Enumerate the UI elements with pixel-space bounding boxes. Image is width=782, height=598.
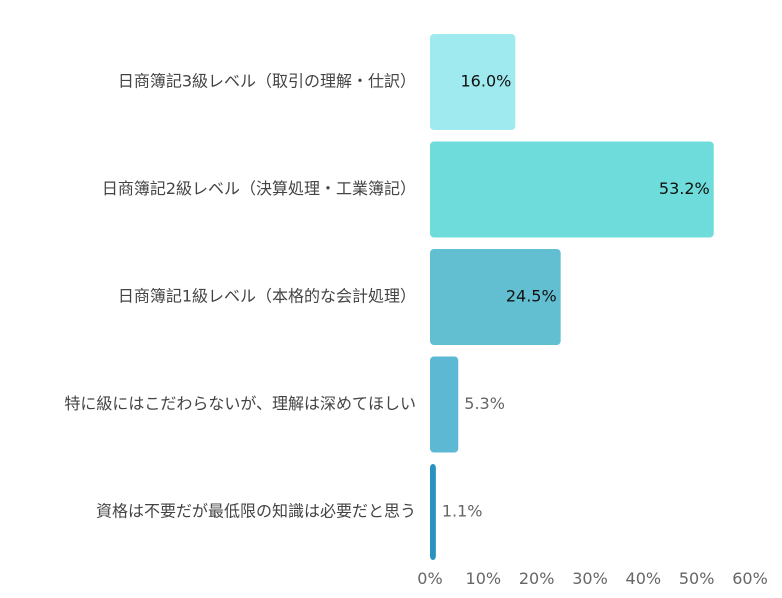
bars-group: [430, 34, 714, 560]
data-label-2: 53.2%: [659, 179, 710, 198]
data-label-5: 1.1%: [442, 502, 483, 521]
x-tick-label-1: 10%: [466, 569, 502, 588]
bar-2: [430, 141, 714, 238]
x-tick-label-5: 50%: [679, 569, 715, 588]
x-tick-label-0: 0%: [417, 569, 442, 588]
data-label-1: 16.0%: [461, 72, 512, 91]
category-label-5: 資格は不要だが最低限の知識は必要だと思う: [96, 502, 416, 521]
x-axis-tick-labels-group: 0% 10% 20% 30% 40% 50% 60%: [417, 569, 767, 588]
bar-4: [430, 356, 459, 453]
bar-1: [430, 34, 516, 130]
category-label-4: 特に級にはこだわらないが、理解は深めてほしい: [64, 394, 416, 413]
data-label-3: 24.5%: [506, 287, 557, 306]
bar-3: [430, 249, 561, 345]
x-tick-label-2: 20%: [519, 569, 555, 588]
category-label-3: 日商簿記1級レベル（本格的な会計処理）: [118, 287, 416, 306]
x-tick-label-4: 40%: [626, 569, 662, 588]
x-tick-label-3: 30%: [572, 569, 608, 588]
category-label-1: 日商簿記3級レベル（取引の理解・仕訳）: [118, 72, 416, 91]
category-label-2: 日商簿記2級レベル（決算処理・工業簿記）: [102, 179, 416, 198]
x-tick-label-6: 60%: [732, 569, 768, 588]
data-label-4: 5.3%: [464, 394, 505, 413]
data-labels-group: 16.0% 53.2% 24.5% 5.3% 1.1%: [442, 72, 710, 521]
bar-5: [430, 464, 436, 560]
category-labels-group: 日商簿記3級レベル（取引の理解・仕訳） 日商簿記2級レベル（決算処理・工業簿記） 日…: [64, 72, 416, 521]
